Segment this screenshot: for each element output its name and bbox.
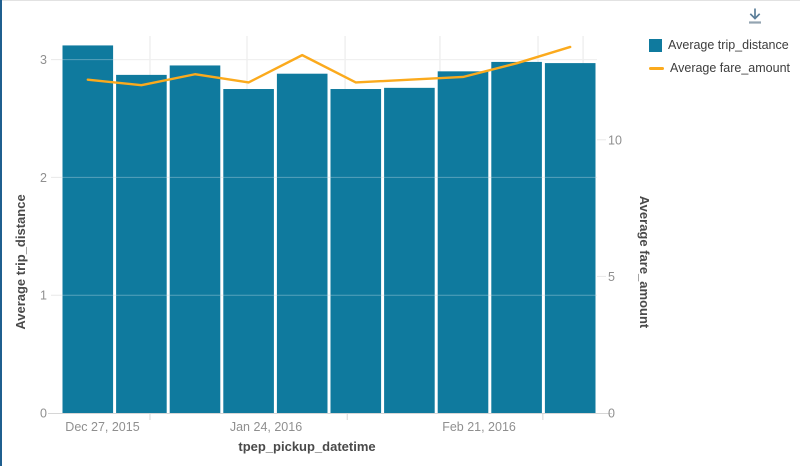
download-icon (749, 8, 761, 24)
bar-week-2[interactable] (116, 74, 167, 414)
x-axis-tick-label: Jan 24, 2016 (230, 420, 302, 434)
bar-week-10[interactable] (544, 63, 596, 414)
fare-amount-line[interactable] (86, 45, 572, 87)
panel-left-accent (0, 0, 2, 466)
bar-week-7[interactable] (384, 87, 435, 414)
bar-week-6[interactable] (330, 89, 382, 413)
legend: Average trip_distance Average fare_amoun… (649, 37, 790, 83)
x-axis-tick-label: Dec 27, 2015 (65, 420, 139, 434)
line-series-swatch (649, 66, 664, 70)
legend-item-trip-distance[interactable]: Average trip_distance (649, 37, 790, 53)
x-axis-tick-label: Feb 21, 2016 (442, 420, 516, 434)
bar-week-4[interactable] (223, 89, 274, 413)
left-axis-tick-label: 0 (40, 407, 47, 421)
left-axis-tick-label: 1 (40, 289, 47, 303)
right-axis-tick-label: 10 (608, 133, 622, 147)
right-axis-title: Average fare_amount (637, 196, 652, 329)
bar-week-3[interactable] (169, 65, 221, 413)
left-axis-tick-label: 3 (40, 53, 47, 67)
bar-week-9[interactable] (491, 61, 542, 413)
x-axis-title: tpep_pickup_datetime (238, 439, 375, 454)
panel-top-border (0, 0, 800, 1)
right-axis-tick-label: 0 (608, 407, 615, 421)
bar-series-swatch (649, 38, 662, 52)
legend-item-fare-amount[interactable]: Average fare_amount (649, 60, 790, 76)
legend-label-fare-amount: Average fare_amount (670, 61, 790, 75)
right-axis-tick-label: 5 (608, 270, 615, 284)
bar-week-1[interactable] (62, 45, 114, 414)
bar-week-5[interactable] (276, 73, 328, 413)
bar-week-8[interactable] (437, 71, 489, 413)
legend-label-trip-distance: Average trip_distance (668, 38, 789, 52)
left-axis-title: Average trip_distance (13, 194, 28, 329)
download-button[interactable] (740, 2, 770, 30)
left-axis-tick-label: 2 (40, 171, 47, 185)
